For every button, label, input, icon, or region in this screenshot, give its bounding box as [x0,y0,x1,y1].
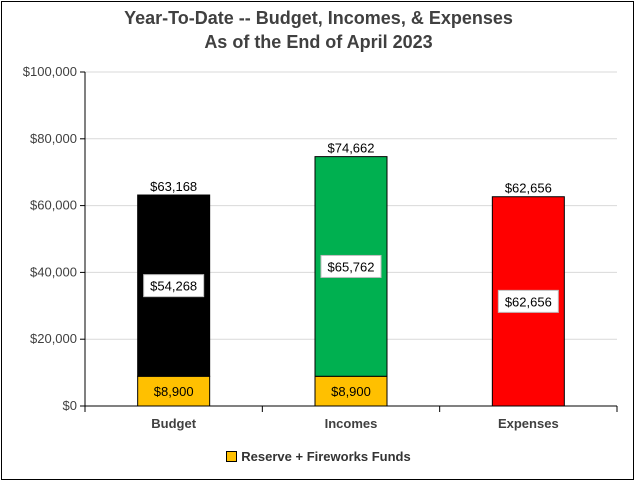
data-label-expenses-main: $62,656 [505,294,552,309]
y-tick-label: $100,000 [23,64,77,79]
data-label-box [320,254,382,278]
y-tick-label: $60,000 [30,198,77,213]
data-label-box [497,289,559,313]
data-label-incomes-reserve: $8,900 [331,384,371,399]
y-tick-label: $20,000 [30,331,77,346]
chart-title-line-1: Year-To-Date -- Budget, Incomes, & Expen… [124,8,513,28]
y-tick-label: $40,000 [30,264,77,279]
x-category-label-incomes: Incomes [325,416,378,431]
total-label-incomes: $74,662 [328,141,375,156]
legend-swatch-reserve [226,451,238,462]
x-category-label-budget: Budget [151,416,196,431]
x-category-label-expenses: Expenses [498,416,559,431]
data-label-budget-reserve: $8,900 [154,384,194,399]
chart-title: Year-To-Date -- Budget, Incomes, & Expen… [0,6,637,54]
total-label-budget: $63,168 [150,179,197,194]
bar-segment-budget-0 [137,375,211,407]
data-label-box [143,274,205,298]
chart-title-line-2: As of the End of April 2023 [204,32,433,52]
legend-label-reserve: Reserve + Fireworks Funds [241,449,411,464]
legend: Reserve + Fireworks Funds [0,449,637,464]
data-label-budget-main: $54,268 [150,279,197,294]
bar-segment-incomes-0 [314,375,388,407]
data-label-incomes-main: $65,762 [328,259,375,274]
y-tick-label: $80,000 [30,131,77,146]
y-tick-label: $0 [63,398,77,413]
total-label-expenses: $62,656 [505,181,552,196]
